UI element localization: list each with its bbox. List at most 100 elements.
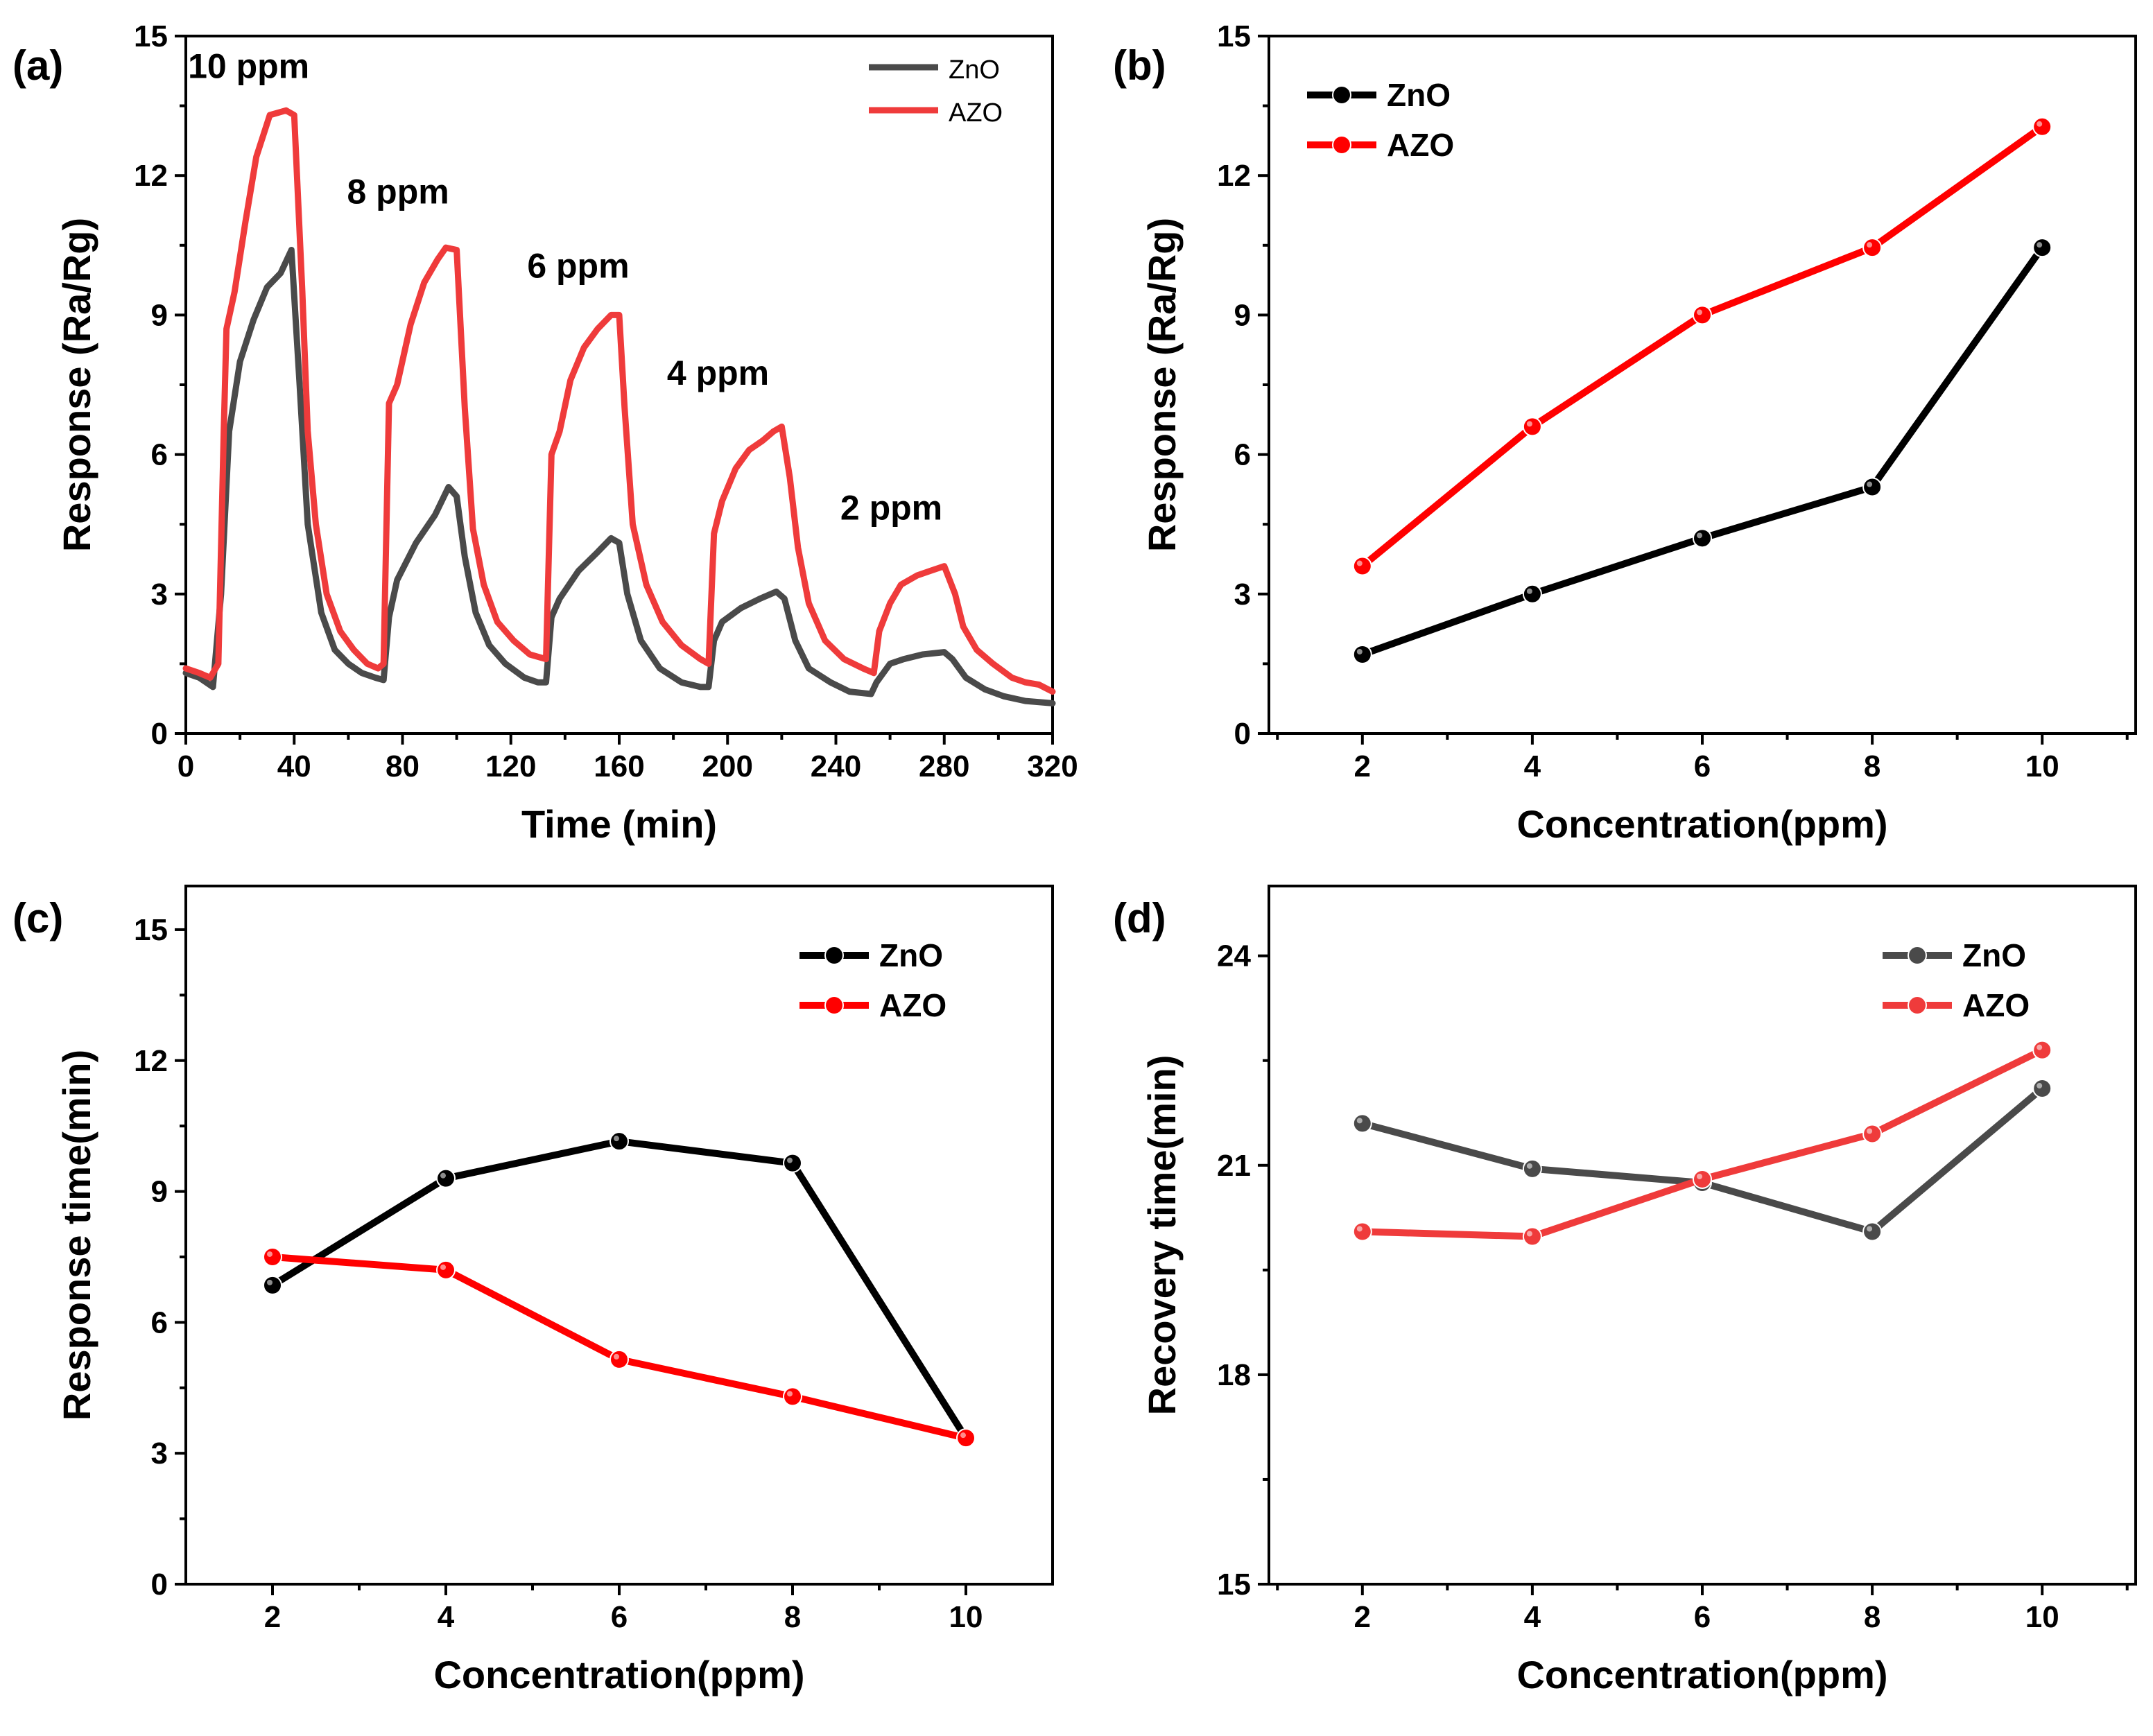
x-tick-label: 8 (784, 1600, 801, 1634)
y-tick-label: 3 (1234, 578, 1251, 611)
x-tick-label: 10 (2025, 1600, 2059, 1634)
y-tick-label: 9 (151, 1175, 168, 1209)
data-point-azo (2032, 1040, 2052, 1060)
legend-label-zno: ZnO (879, 937, 943, 973)
data-point-highlight (1356, 648, 1363, 654)
y-axis-title: Response time(min) (55, 1050, 98, 1421)
concentration-annotation: 6 ppm (527, 247, 629, 286)
y-tick-label: 12 (1217, 159, 1251, 193)
legend-label-azo: AZO (949, 98, 1003, 128)
data-point-highlight (614, 1353, 619, 1360)
y-tick-label: 21 (1217, 1149, 1251, 1183)
data-point-highlight (2037, 242, 2043, 248)
y-tick-label: 9 (1234, 298, 1251, 332)
data-point-highlight (787, 1157, 793, 1163)
data-point-azo (1862, 238, 1883, 258)
x-tick-label: 40 (277, 749, 311, 783)
x-axis-title: Concentration(ppm) (433, 1653, 804, 1696)
data-point-highlight (1867, 242, 1873, 248)
y-tick-label: 0 (1234, 717, 1251, 751)
y-tick-label: 0 (151, 1568, 168, 1602)
legend-marker-azo (824, 996, 844, 1015)
legend-marker-zno (824, 946, 844, 965)
x-tick-label: 4 (438, 1600, 455, 1634)
y-tick-label: 6 (151, 1305, 168, 1339)
panel-a: 0 3 6 9 12 15 0 40 80 120 160 200 240 280 320 Time (min… (12, 19, 1078, 846)
y-tick-label: 24 (1217, 939, 1251, 973)
data-point-azo (1522, 1226, 1542, 1247)
series-line-zno (182, 247, 1056, 706)
y-tick-label: 3 (151, 1436, 168, 1470)
data-point-highlight (440, 1172, 446, 1179)
data-point-azo (2032, 116, 2052, 137)
data-point-zno (2032, 238, 2052, 258)
data-point-zno (1522, 1158, 1542, 1179)
data-point-azo (263, 1247, 282, 1267)
series-line-azo (182, 107, 1056, 695)
data-point-highlight (1356, 560, 1363, 566)
data-point-zno (436, 1168, 456, 1188)
data-point-highlight (1526, 1231, 1532, 1237)
x-tick-label: 200 (702, 749, 753, 783)
concentration-annotation: 4 ppm (667, 354, 769, 392)
legend-marker-azo (1908, 996, 1927, 1015)
y-tick-label: 12 (134, 159, 168, 193)
data-point-zno (1352, 644, 1372, 664)
data-point-highlight (1356, 1226, 1363, 1232)
data-point-azo (1693, 1169, 1712, 1189)
legend-label-zno: ZnO (1387, 77, 1451, 113)
panel-b: 0 3 6 9 12 15 2 4 6 8 10 Concentration(ppm) Response… (1113, 19, 2137, 846)
concentration-annotation: 10 ppm (188, 46, 309, 85)
y-tick-label: 12 (134, 1044, 168, 1078)
data-point-zno (1862, 477, 1883, 497)
data-point-azo (609, 1349, 629, 1369)
data-point-azo (1352, 556, 1372, 576)
panel-label: (b) (1113, 42, 1166, 89)
data-point-highlight (1526, 1163, 1532, 1169)
data-point-highlight (1526, 421, 1532, 427)
data-point-highlight (440, 1264, 446, 1270)
data-point-zno (2032, 1079, 2052, 1099)
data-point-azo (1522, 417, 1542, 437)
x-axis-title: Concentration(ppm) (1516, 1653, 1887, 1696)
x-tick-label: 160 (594, 749, 644, 783)
panel-label: (d) (1113, 895, 1166, 941)
x-tick-label: 2 (264, 1600, 281, 1634)
data-point-highlight (1697, 1173, 1702, 1179)
panel-c: 0 3 6 9 12 15 2 4 6 8 10 Concentration(ppm) Response… (12, 885, 1054, 1696)
y-tick-label: 9 (151, 298, 168, 332)
legend-marker-zno (1332, 85, 1351, 105)
y-axis-title: Recovery time(min) (1140, 1055, 1184, 1416)
data-point-highlight (2037, 1044, 2043, 1050)
y-tick-label: 15 (134, 913, 168, 947)
x-tick-label: 120 (485, 749, 536, 783)
x-tick-label: 6 (611, 1600, 628, 1634)
x-tick-label: 0 (178, 749, 194, 783)
panel-label: (c) (12, 895, 63, 941)
legend-label-azo: AZO (1387, 127, 1454, 163)
y-axis-title: Response (Ra/Rg) (55, 218, 98, 552)
x-tick-label: 240 (811, 749, 861, 783)
x-tick-label: 6 (1694, 749, 1711, 783)
x-tick-label: 280 (919, 749, 969, 783)
data-point-zno (1693, 528, 1712, 548)
x-tick-label: 2 (1354, 1600, 1371, 1634)
panel-label: (a) (12, 42, 63, 89)
legend-marker-azo (1332, 135, 1351, 155)
legend-label-zno: ZnO (1962, 937, 2026, 973)
legend-label-azo: AZO (879, 987, 946, 1023)
data-point-highlight (267, 1251, 273, 1257)
y-tick-label: 15 (1217, 19, 1251, 53)
x-tick-label: 8 (1864, 749, 1880, 783)
x-tick-label: 2 (1354, 749, 1371, 783)
data-point-highlight (267, 1279, 273, 1285)
y-axis-title: Response (Ra/Rg) (1140, 218, 1184, 552)
data-point-highlight (1697, 309, 1702, 315)
x-tick-label: 320 (1027, 749, 1078, 783)
data-point-highlight (614, 1136, 619, 1142)
y-tick-label: 18 (1217, 1358, 1251, 1392)
data-point-highlight (1867, 481, 1873, 487)
data-point-zno (1862, 1222, 1883, 1242)
data-point-highlight (1867, 1226, 1873, 1232)
